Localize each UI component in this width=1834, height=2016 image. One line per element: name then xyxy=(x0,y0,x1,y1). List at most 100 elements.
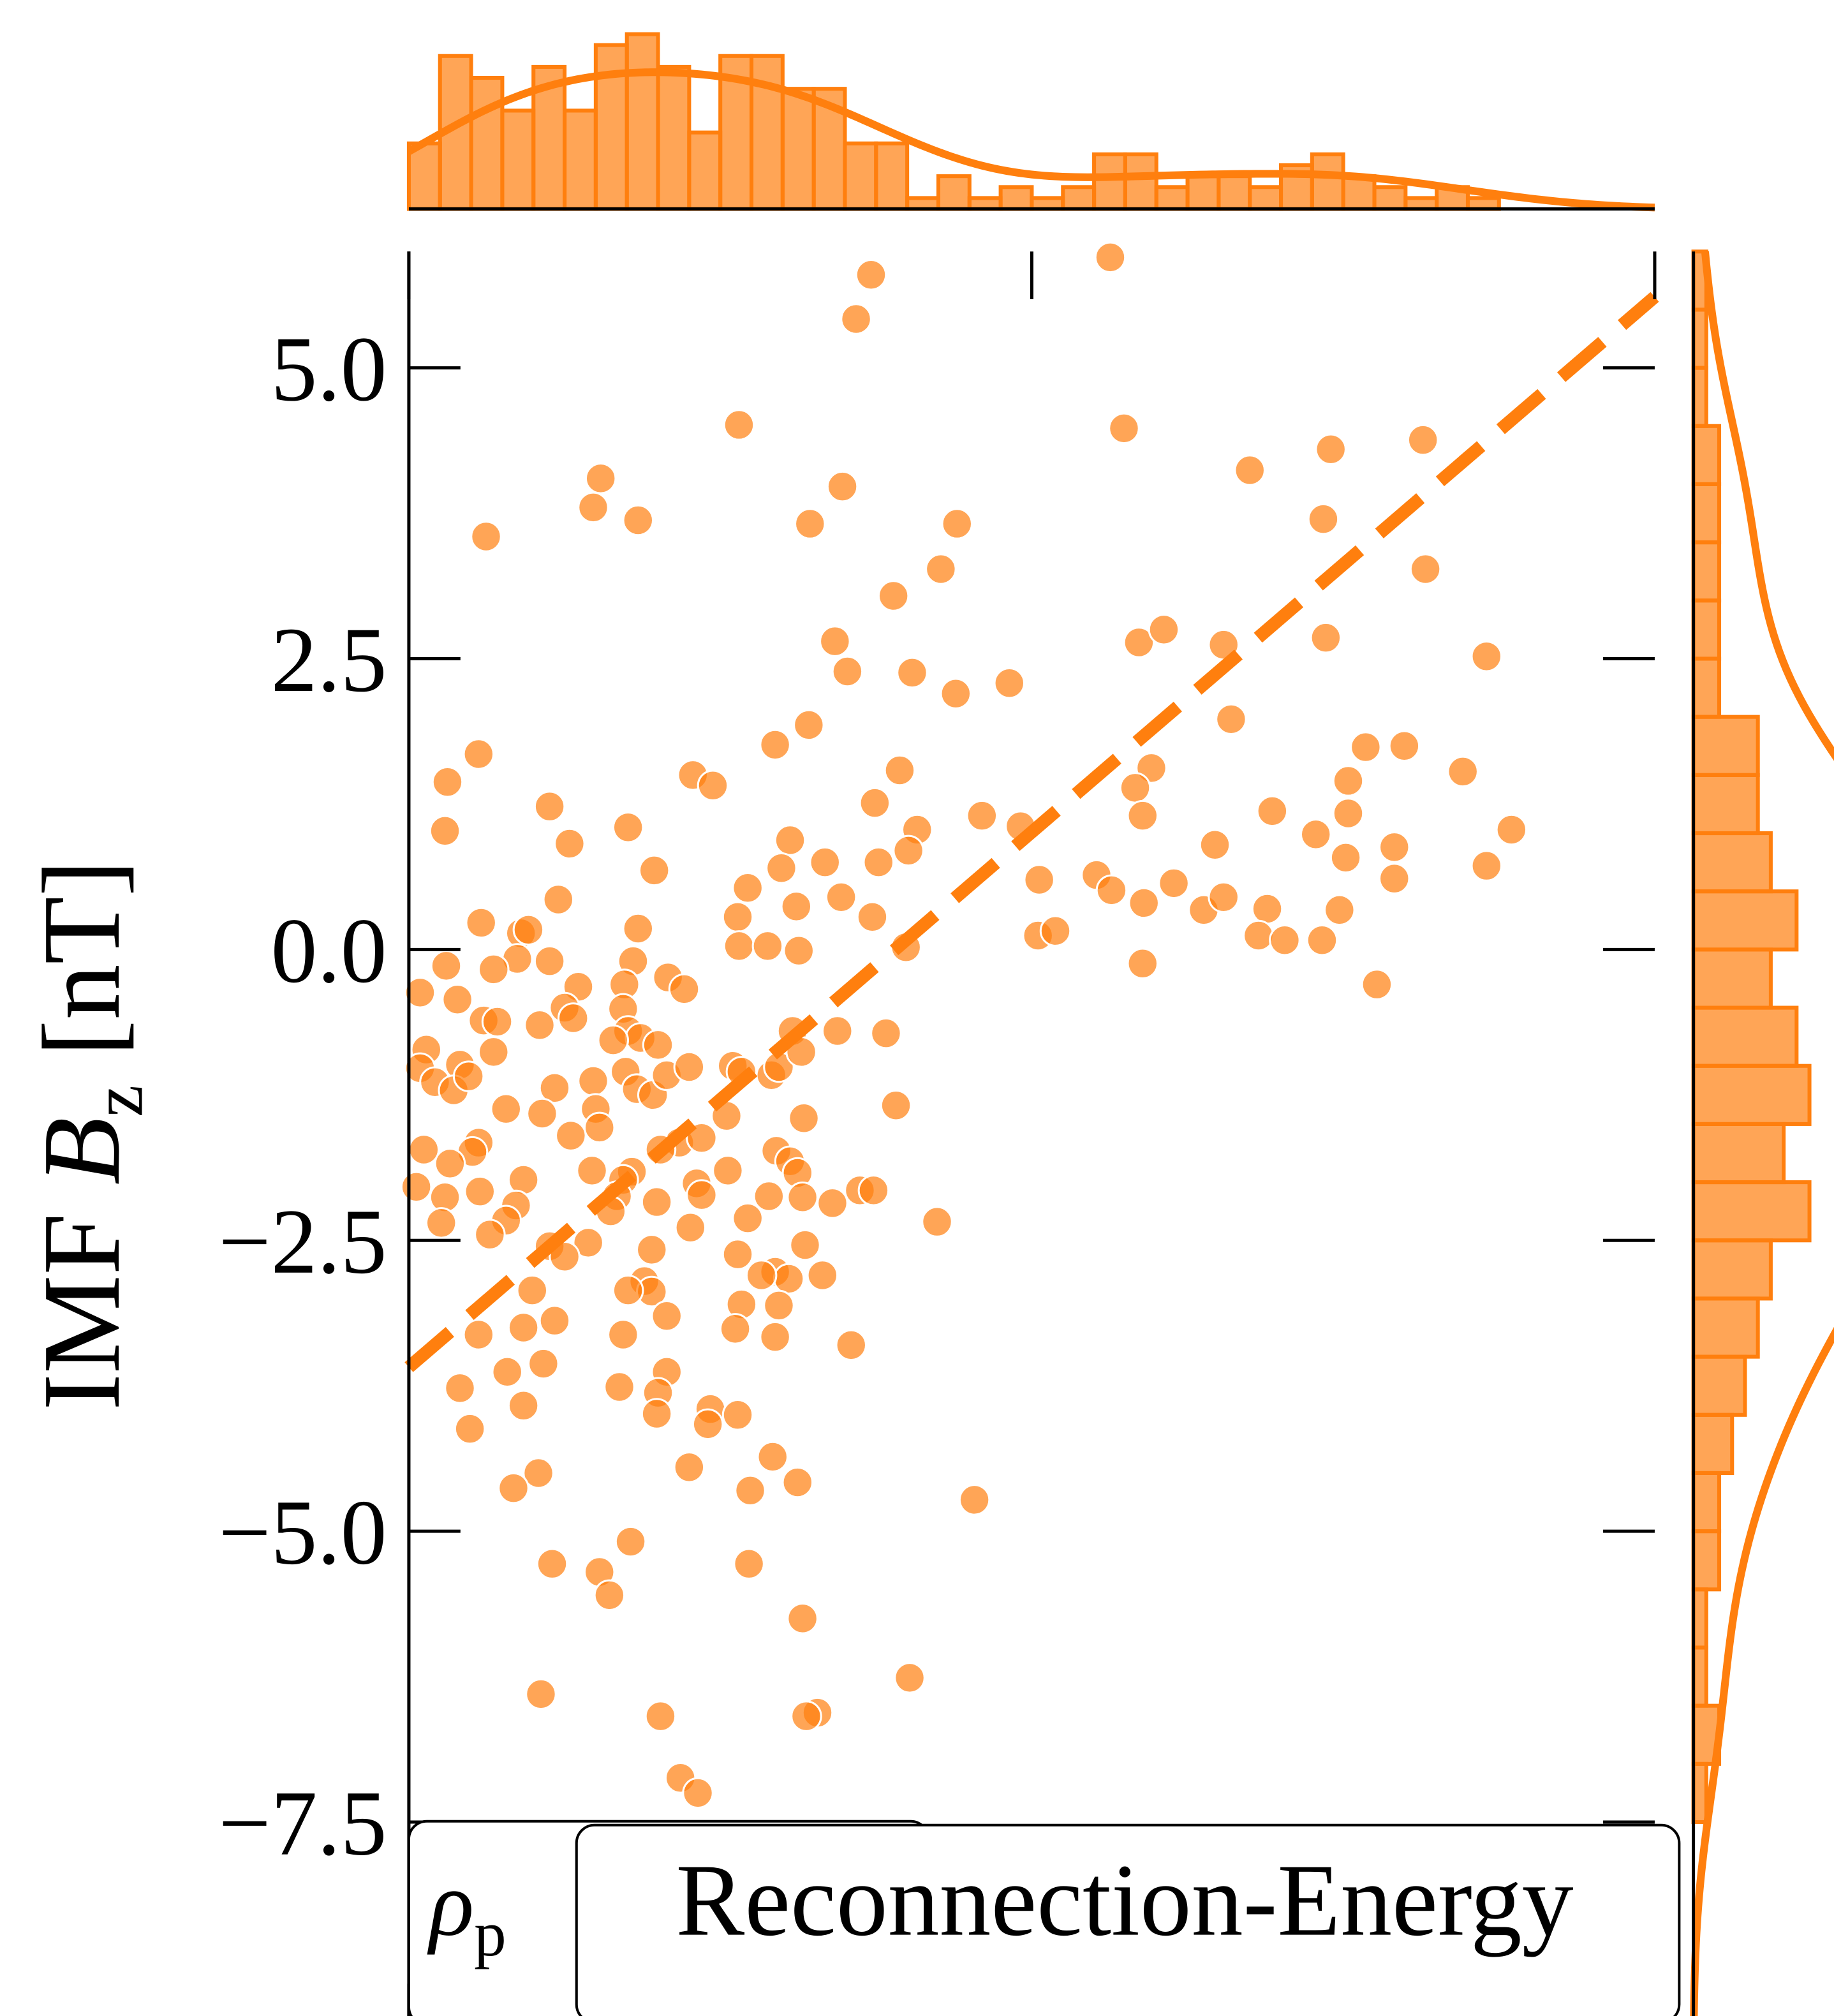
y-tick-label: 0.0 xyxy=(271,900,387,1002)
scatter-point xyxy=(465,907,497,939)
scatter-point xyxy=(464,1175,496,1208)
scatter-point xyxy=(732,871,764,904)
scatter-point xyxy=(524,1009,556,1041)
scatter-point xyxy=(826,470,859,503)
scatter-point xyxy=(430,950,462,982)
right-hist-bar xyxy=(1691,773,1760,836)
scatter-point xyxy=(880,1089,912,1122)
scatter-point xyxy=(1332,797,1364,829)
scatter-point xyxy=(925,553,957,585)
scatter-point xyxy=(1306,924,1338,956)
scatter-point xyxy=(644,1700,677,1732)
scatter-point xyxy=(794,508,826,540)
scatter-point xyxy=(780,891,813,923)
top-hist-bar xyxy=(1154,185,1190,211)
scatter-point xyxy=(434,1148,466,1180)
right-hist-bar xyxy=(1691,656,1722,719)
axes-layer: −7.5 −5.0 −2.5 0.0 2.5 5.0 xyxy=(219,207,1696,2016)
scatter-point xyxy=(806,1259,839,1291)
y-tick-label: −2.5 xyxy=(219,1190,387,1293)
scatter-point xyxy=(793,709,825,741)
scatter-point xyxy=(555,1120,587,1152)
y-label-unit: [nT] xyxy=(20,859,143,1056)
scatter-point xyxy=(673,1451,706,1483)
scatter-point xyxy=(788,1102,820,1134)
scatter-point xyxy=(1158,867,1190,900)
scatter-point xyxy=(533,790,566,822)
scatter-point xyxy=(1128,887,1160,919)
scatter-point xyxy=(1256,795,1289,827)
scatter-point xyxy=(1495,813,1528,846)
scatter-point xyxy=(753,1180,785,1212)
scatter-point xyxy=(1361,968,1393,1000)
top-hist-bar xyxy=(625,32,660,211)
scatter-point xyxy=(507,1390,540,1421)
scatter-point xyxy=(1199,829,1231,861)
annotation-subscript: p xyxy=(474,1898,507,1969)
scatter-point xyxy=(1234,454,1266,486)
scatter-point xyxy=(474,1219,506,1250)
top-hist-bar xyxy=(843,141,878,211)
top-hist-bar xyxy=(1061,185,1097,211)
scatter-point xyxy=(522,1457,554,1489)
scatter-point xyxy=(1299,819,1332,850)
scatter-point xyxy=(787,1603,818,1634)
right-hist-bar xyxy=(1691,1471,1722,1534)
scatter-point xyxy=(425,1207,457,1239)
scatter-point xyxy=(857,1175,890,1206)
scatter-point xyxy=(1388,730,1421,762)
right-hist-bar xyxy=(1691,1645,1708,1708)
scatter-point xyxy=(966,799,998,832)
right-kde-curve xyxy=(1690,251,1834,2016)
top-hist-bar xyxy=(998,185,1034,211)
scatter-point xyxy=(542,884,575,915)
scatter-point xyxy=(862,846,894,878)
annotation-box xyxy=(575,1823,1681,2016)
annotation-label: ρp xyxy=(427,1853,506,1969)
scatter-point xyxy=(470,521,502,552)
scatter-point xyxy=(431,766,464,798)
right-hist-bar xyxy=(1691,1122,1786,1185)
scatter-point xyxy=(1329,841,1362,874)
scatter-point xyxy=(607,1319,639,1351)
top-hist-bar xyxy=(500,108,536,211)
scatter-point xyxy=(1269,924,1301,956)
top-hist-bar xyxy=(967,196,1003,211)
scatter-point xyxy=(1378,863,1410,894)
y-label-prefix: IMF xyxy=(20,1213,143,1411)
scatter-point xyxy=(636,1234,668,1266)
scatter-point xyxy=(612,1274,644,1307)
scatter-point xyxy=(572,1227,604,1259)
scatter-point xyxy=(1148,614,1180,646)
scatter-point xyxy=(894,1662,926,1694)
scatter-point xyxy=(732,1202,764,1234)
top-hist-bar xyxy=(936,174,972,211)
scatter-point xyxy=(721,1399,754,1431)
scatter-point xyxy=(840,303,872,335)
scatter-point xyxy=(490,1093,522,1125)
scatter-point xyxy=(1127,799,1159,832)
regression-line xyxy=(404,292,1659,1372)
right-hist-bar xyxy=(1691,1587,1708,1650)
right-hist-bar xyxy=(1691,831,1773,894)
annotation-symbol: ρ xyxy=(427,1853,474,1955)
scatter-point xyxy=(640,1186,673,1218)
y-tick-label: 5.0 xyxy=(271,318,387,420)
scatter-point xyxy=(1094,241,1127,274)
scatter-point xyxy=(765,852,797,884)
right-hist-bar xyxy=(1691,424,1722,486)
top-hist-bar xyxy=(1465,196,1501,211)
scatter-point xyxy=(441,984,473,1016)
scatter-point xyxy=(638,854,670,887)
scatter-point xyxy=(789,1229,821,1261)
scatter-point xyxy=(1208,881,1239,914)
right-hist-bar xyxy=(1691,540,1722,603)
top-hist-bar xyxy=(1310,152,1345,211)
top-hist-bar xyxy=(874,141,910,211)
scatter-point xyxy=(1215,703,1247,736)
right-hist-bar xyxy=(1691,715,1760,777)
scatter-point xyxy=(877,580,910,612)
scatter-point xyxy=(444,1372,476,1404)
y-tick-label: 2.5 xyxy=(271,609,387,711)
scatter-point xyxy=(691,1408,724,1441)
